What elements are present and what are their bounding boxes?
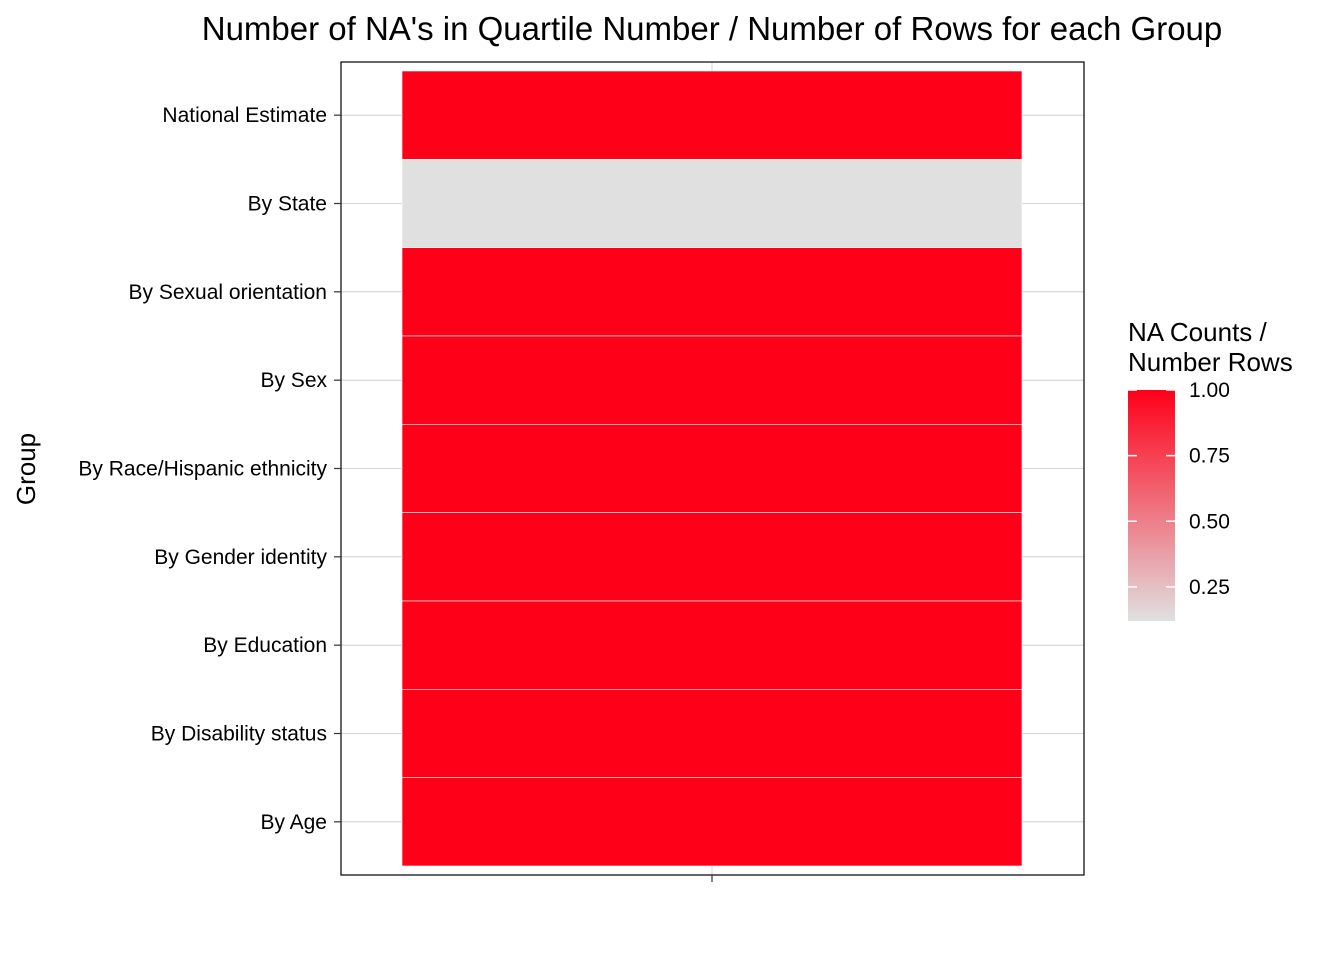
y-tick-label: By Education (203, 634, 327, 657)
legend-colorbar (1128, 390, 1175, 621)
heatmap-tile (401, 247, 1023, 337)
legend-title: NA Counts / (1128, 317, 1268, 347)
y-axis-title: Group (11, 433, 41, 505)
heatmap-tile (401, 600, 1023, 690)
y-tick-label: By Race/Hispanic ethnicity (78, 458, 327, 481)
heatmap-tiles (401, 70, 1023, 867)
heatmap-tile (401, 70, 1023, 160)
legend-label: 0.75 (1189, 445, 1230, 468)
heatmap-tile (401, 424, 1023, 513)
legend-label: 0.25 (1189, 576, 1230, 599)
y-tick-label: By State (248, 193, 327, 216)
y-tick-label: By Age (260, 811, 327, 834)
heatmap-tile (401, 777, 1023, 867)
heatmap-tile (401, 689, 1023, 778)
y-tick-label: By Sexual orientation (129, 281, 327, 304)
y-tick-label: By Disability status (151, 723, 327, 746)
y-tick-label: By Sex (260, 369, 327, 392)
y-axis: National Estimate By State By Sexual orien… (78, 104, 341, 834)
heatmap-tile (401, 159, 1023, 248)
heatmap-tile (401, 512, 1023, 602)
legend-title: Number Rows (1128, 347, 1293, 377)
chart-title: Number of NA's in Quartile Number / Numb… (202, 10, 1223, 47)
y-tick-label: National Estimate (162, 104, 327, 127)
heatmap-tile (401, 335, 1023, 425)
y-tick-label: By Gender identity (154, 546, 327, 569)
legend-label: 1.00 (1189, 379, 1230, 402)
legend-label: 0.50 (1189, 510, 1230, 533)
